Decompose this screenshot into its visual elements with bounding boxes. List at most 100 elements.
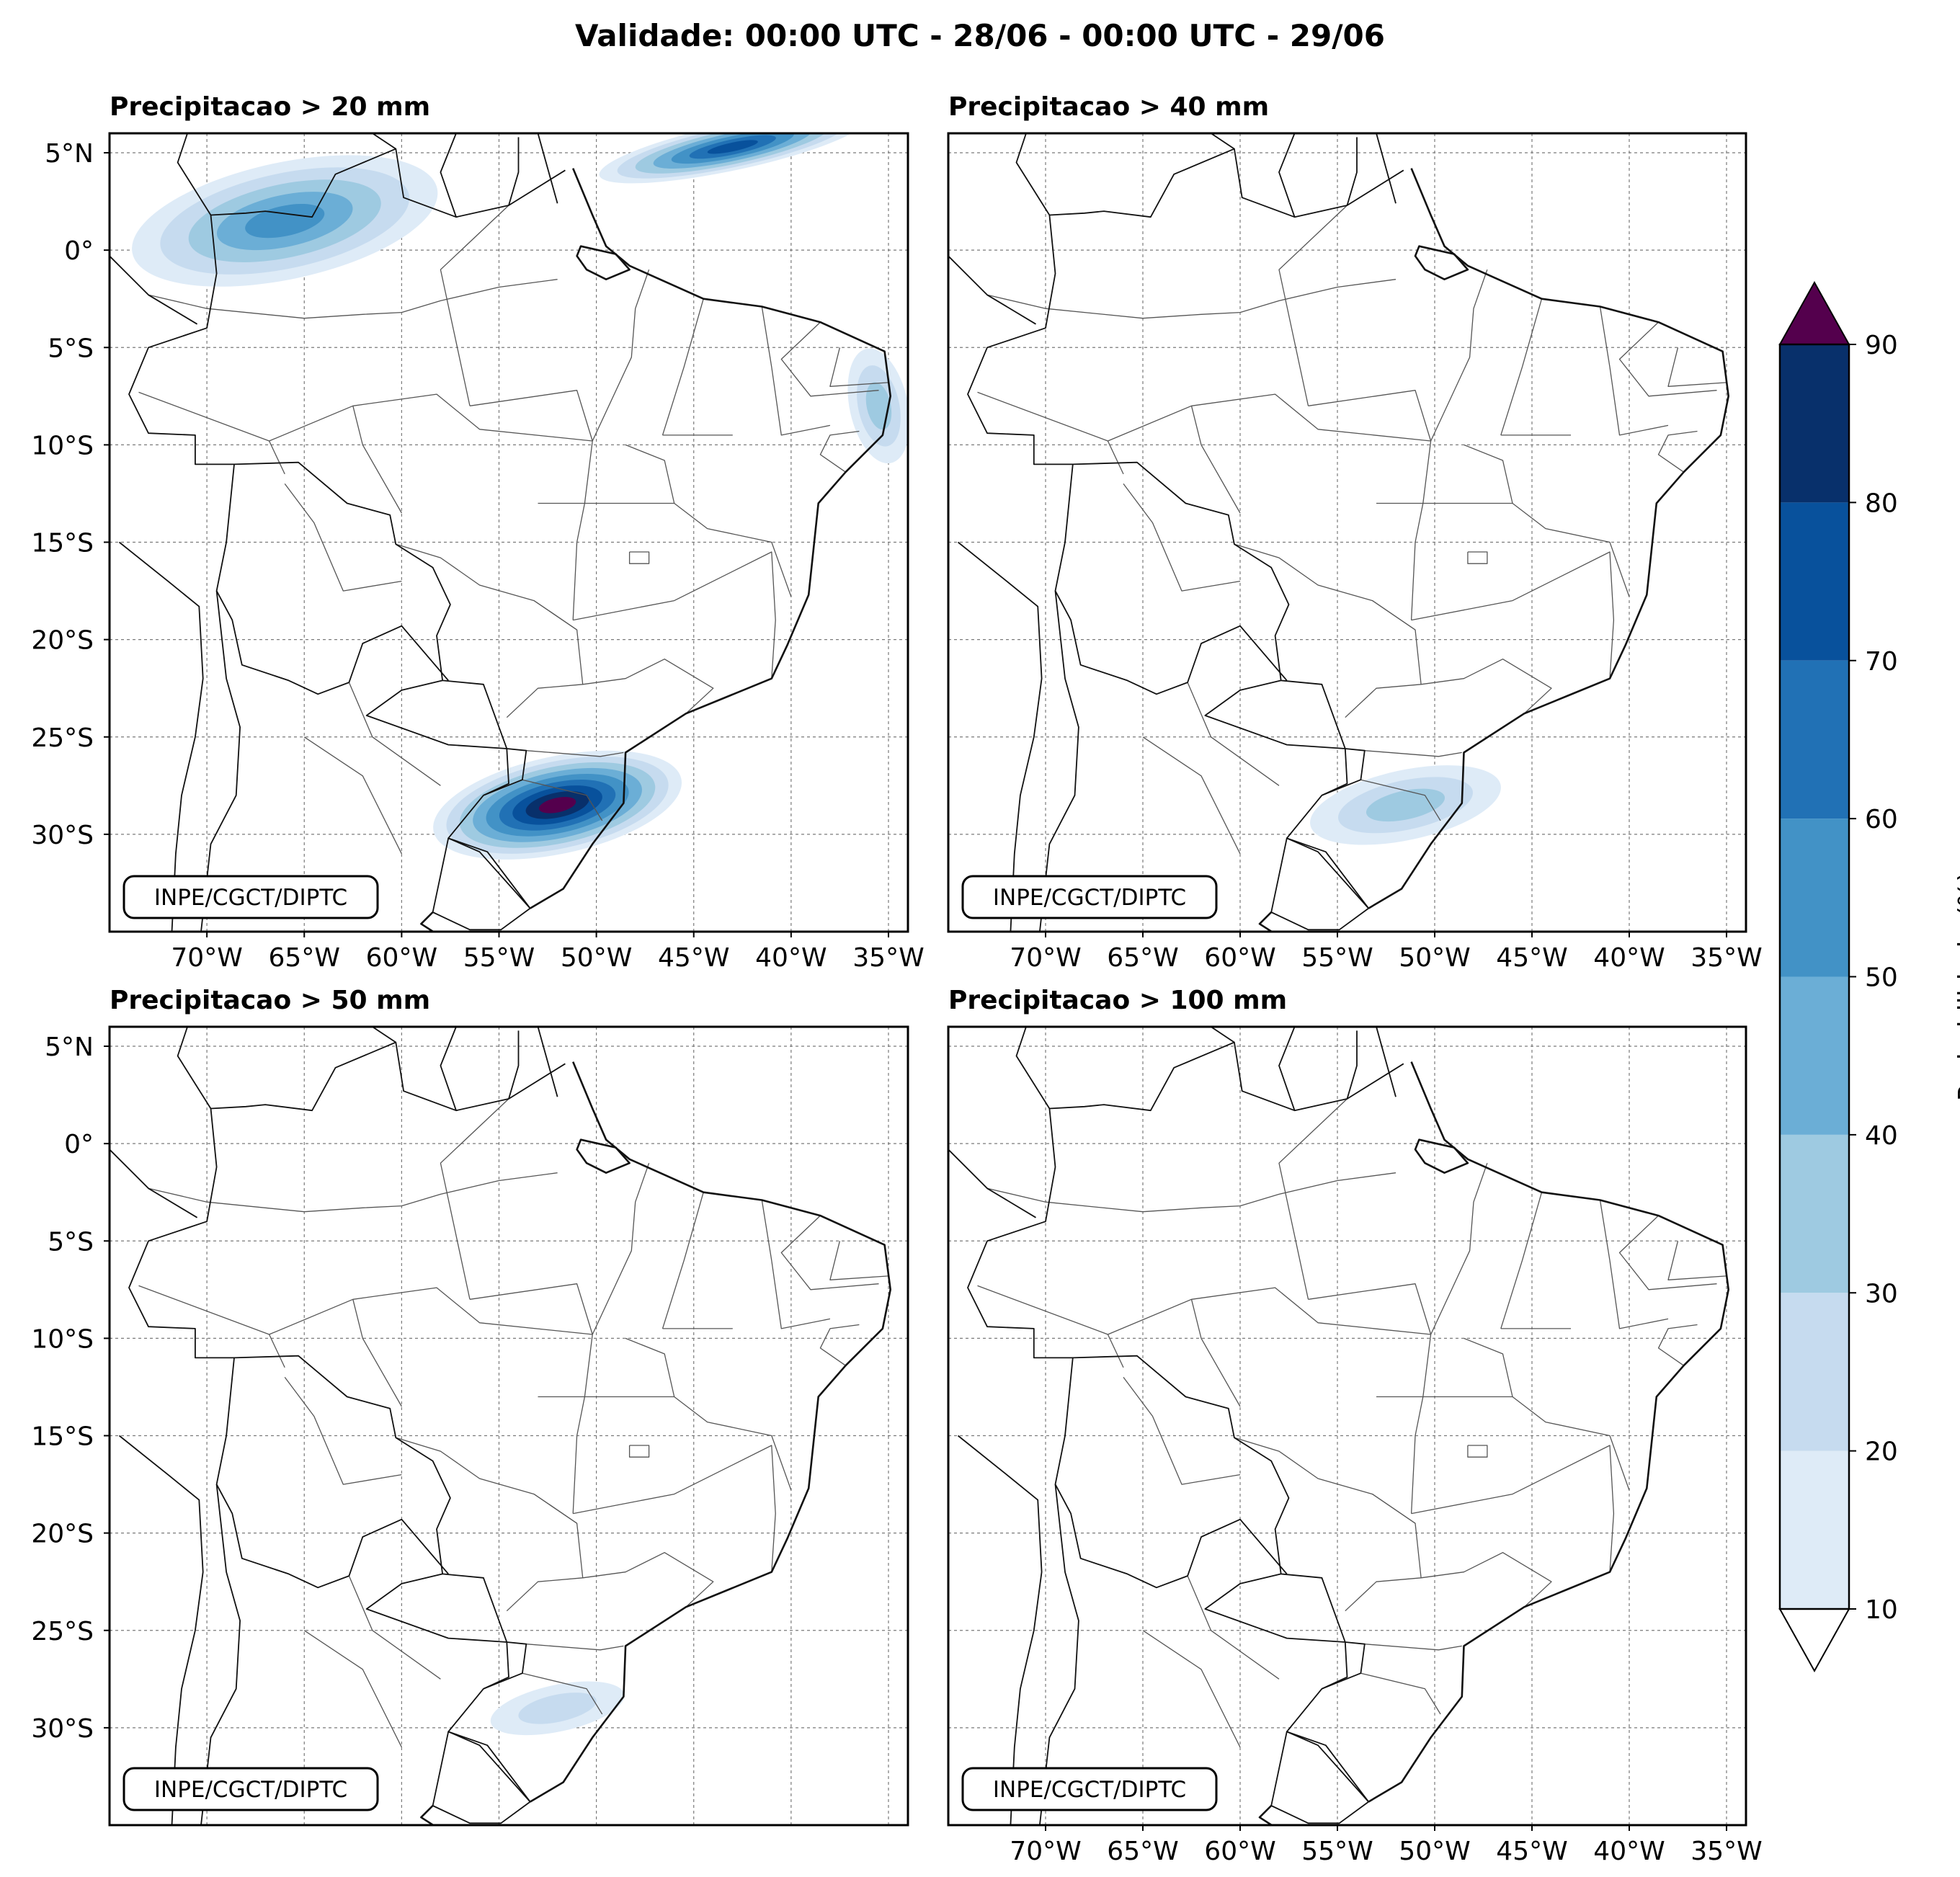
country-border (1270, 1731, 1369, 1824)
state-boundary (1657, 430, 1698, 473)
state-boundary (977, 391, 1431, 442)
state-boundary (628, 551, 650, 564)
state-boundary (506, 600, 584, 718)
panel-title: Precipitacao > 100 mm (948, 986, 1287, 1015)
state-boundary (1190, 406, 1241, 514)
state-boundary (1142, 1630, 1241, 1748)
coastline (530, 168, 891, 909)
country-border (110, 255, 198, 325)
colorbar-under-triangle (1778, 1608, 1850, 1673)
country-border (118, 1435, 204, 1825)
state-boundary (1464, 1337, 1630, 1491)
state-boundary (592, 1162, 650, 1335)
state-boundary (284, 1377, 402, 1485)
state-boundary (1667, 347, 1727, 387)
state-boundary (1345, 600, 1422, 718)
state-boundary (348, 682, 441, 786)
country-border (1015, 133, 1051, 215)
state-boundary (469, 390, 593, 442)
x-tick-label: 40°W (755, 943, 827, 973)
gridlines (110, 133, 908, 932)
state-boundary (269, 1334, 285, 1368)
x-tick-label: 45°W (1496, 1837, 1567, 1866)
country-border (118, 541, 204, 932)
panel-4: Precipitacao > 100 mm 70°W 65°W 60°W 55°W 50… (947, 986, 1763, 1866)
probability-area (538, 797, 576, 813)
y-tick-label: 25°S (31, 1617, 94, 1646)
country-border (365, 1573, 509, 1690)
state-boundary (1107, 1334, 1124, 1368)
state-boundary (526, 1644, 624, 1651)
colorbar-ticks: 10 20 30 40 50 60 70 80 90 (1849, 331, 1898, 1625)
state-boundary (1421, 1552, 1552, 1608)
state-boundary (1618, 321, 1717, 397)
country-border (1015, 1027, 1051, 1109)
state-boundary (1187, 1575, 1280, 1680)
map-outlines (110, 1027, 891, 1825)
country-border (215, 1357, 449, 1589)
state-boundary (1345, 1494, 1422, 1612)
state-boundary (1410, 502, 1513, 620)
map-outlines (948, 1027, 1729, 1825)
colorbar-segment (1780, 1134, 1849, 1293)
figure-title: Validade: 00:00 UTC - 28/06 - 00:00 UTC … (575, 18, 1385, 53)
credit-box: INPE/CGCT/DIPTC (961, 875, 1218, 919)
colorbar-tick-label: 20 (1865, 1437, 1898, 1467)
country-border (1278, 1027, 1296, 1111)
y-tick-label: 15°S (31, 529, 94, 558)
state-boundary (819, 430, 860, 473)
country-border (1376, 133, 1396, 204)
country-border (1211, 133, 1235, 150)
state-boundary (761, 306, 831, 436)
map-outlines (110, 133, 891, 932)
credit-box: INPE/CGCT/DIPTC (122, 875, 379, 919)
colorbar-segments (1780, 344, 1849, 1609)
x-tick-label: 60°W (1204, 943, 1275, 973)
state-boundary (1278, 205, 1348, 406)
state-boundary (1464, 444, 1630, 597)
map-frame (108, 132, 909, 933)
state-boundary (303, 736, 402, 855)
x-tick-label: 55°W (463, 943, 535, 973)
state-boundary (284, 483, 402, 592)
country-border (200, 591, 241, 932)
state-boundary (1500, 1192, 1543, 1329)
colorbar-tick-label: 50 (1865, 963, 1898, 993)
state-boundary (1467, 551, 1488, 564)
x-tick-label: 65°W (1107, 1837, 1178, 1866)
country-border (440, 133, 457, 218)
country-border (508, 137, 520, 206)
state-boundary (148, 279, 558, 319)
y-tick-label: 0° (64, 1130, 94, 1159)
colorbar-segment (1780, 344, 1849, 503)
state-boundary (1667, 1241, 1727, 1280)
country-border (1346, 1030, 1358, 1100)
country-border (957, 541, 1043, 932)
colorbar-tick-label: 90 (1865, 331, 1898, 360)
country-border (1376, 1027, 1396, 1097)
country-border (200, 1484, 241, 1825)
state-boundary (592, 269, 650, 442)
state-boundary (625, 1337, 792, 1491)
state-boundary (1376, 1334, 1432, 1398)
state-boundary (662, 298, 704, 436)
probability-area (518, 1693, 597, 1724)
y-tick-label: 10°S (31, 431, 94, 460)
axis-ticks: 70°W 65°W 60°W 55°W 50°W 45°W 40°W 35°W 5°N 0° 5°S… (31, 139, 924, 973)
state-boundary (572, 502, 674, 620)
state-boundary (1376, 440, 1432, 504)
colorbar-segment (1780, 1450, 1849, 1609)
y-tick-label: 25°S (31, 723, 94, 753)
colorbar-segment (1780, 976, 1849, 1135)
country-border (110, 1149, 198, 1218)
state-boundary (303, 1630, 402, 1748)
state-boundary (573, 1445, 776, 1572)
x-tick-label: 55°W (1301, 1837, 1373, 1866)
state-boundary (1618, 1215, 1717, 1290)
probability-shading (1310, 765, 1501, 845)
country-border (365, 679, 509, 796)
state-boundary (662, 1192, 704, 1329)
state-boundary (986, 1172, 1396, 1213)
country-border (508, 1030, 520, 1100)
